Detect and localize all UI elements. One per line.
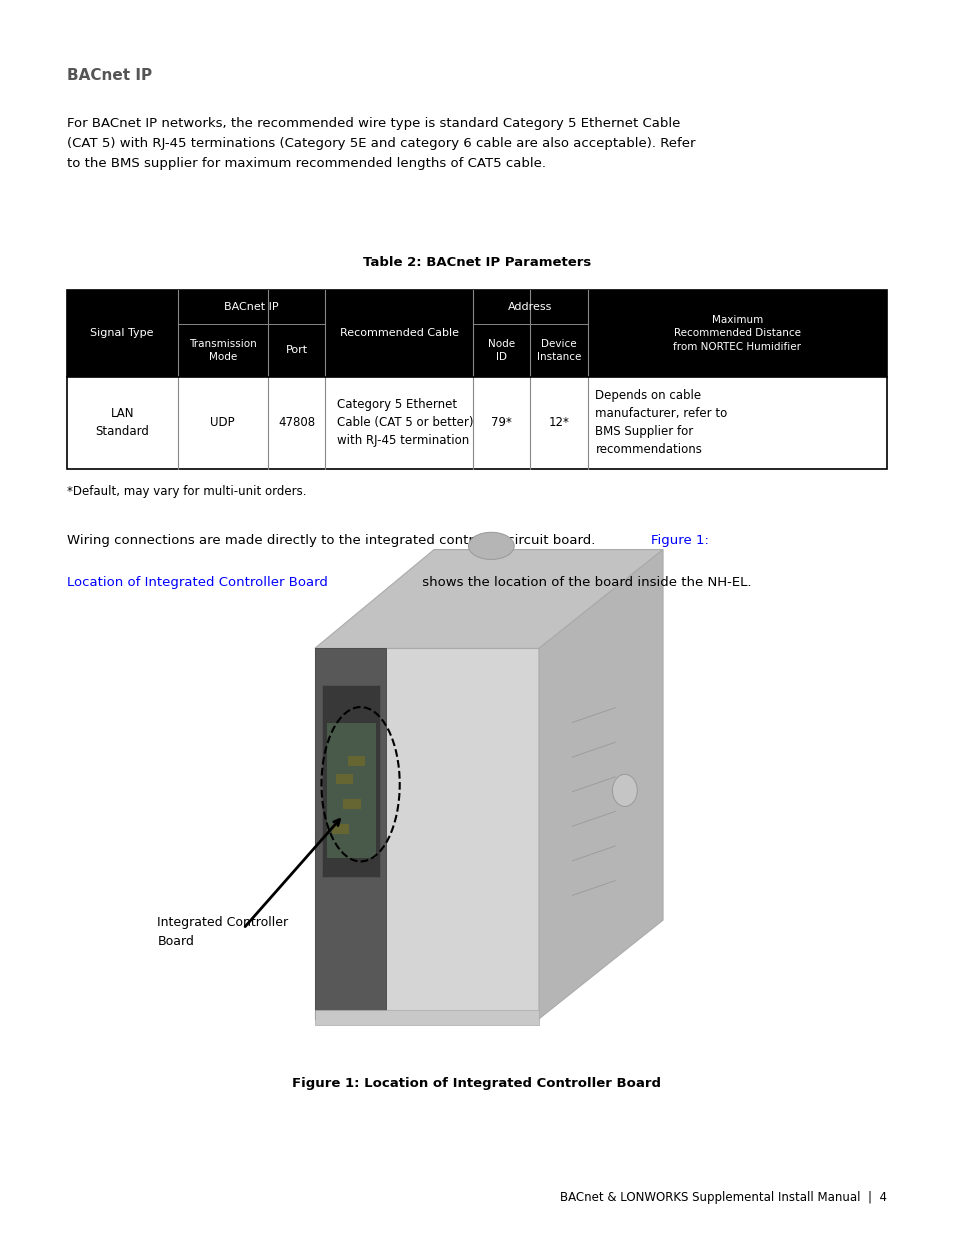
- Text: Device
Instance: Device Instance: [537, 338, 580, 362]
- Text: LAN
Standard: LAN Standard: [95, 408, 149, 438]
- Text: Port: Port: [285, 345, 307, 356]
- Text: Figure 1: Location of Integrated Controller Board: Figure 1: Location of Integrated Control…: [293, 1077, 660, 1091]
- Polygon shape: [314, 648, 538, 1019]
- Text: BACnet IP: BACnet IP: [67, 68, 152, 83]
- Text: Address: Address: [508, 301, 552, 312]
- Polygon shape: [538, 550, 662, 1019]
- Text: 47808: 47808: [277, 416, 314, 430]
- Bar: [332, 824, 349, 834]
- Text: Category 5 Ethernet
Cable (CAT 5 or better)
with RJ-45 termination: Category 5 Ethernet Cable (CAT 5 or bett…: [336, 399, 473, 447]
- Text: shows the location of the board inside the NH-EL.: shows the location of the board inside t…: [417, 576, 751, 589]
- Text: Depends on cable
manufacturer, refer to
BMS Supplier for
recommendations: Depends on cable manufacturer, refer to …: [595, 389, 727, 457]
- Polygon shape: [322, 685, 379, 877]
- Ellipse shape: [468, 532, 514, 559]
- Text: UDP: UDP: [210, 416, 234, 430]
- Bar: [335, 774, 353, 784]
- Text: Integrated Controller
Board: Integrated Controller Board: [157, 916, 288, 948]
- Polygon shape: [314, 550, 662, 648]
- Circle shape: [612, 774, 637, 806]
- Bar: [67, 377, 886, 469]
- Bar: [67, 290, 886, 377]
- Text: Transmission
Mode: Transmission Mode: [189, 338, 256, 362]
- Text: Table 2: BACnet IP Parameters: Table 2: BACnet IP Parameters: [362, 256, 591, 269]
- Text: Signal Type: Signal Type: [91, 329, 153, 338]
- Bar: [343, 799, 360, 809]
- Text: Wiring connections are made directly to the integrated controller circuit board.: Wiring connections are made directly to …: [67, 534, 598, 547]
- Polygon shape: [314, 648, 386, 1019]
- Text: *Default, may vary for multi-unit orders.: *Default, may vary for multi-unit orders…: [67, 485, 306, 499]
- Text: 12*: 12*: [548, 416, 569, 430]
- Polygon shape: [326, 722, 375, 858]
- Bar: [67, 290, 886, 469]
- Text: 79*: 79*: [491, 416, 512, 430]
- Bar: [348, 756, 365, 766]
- Text: BACnet IP: BACnet IP: [224, 301, 278, 312]
- Text: BACnet & LONWORKS Supplemental Install Manual  |  4: BACnet & LONWORKS Supplemental Install M…: [559, 1191, 886, 1204]
- Text: Maximum
Recommended Distance
from NORTEC Humidifier: Maximum Recommended Distance from NORTEC…: [673, 315, 801, 352]
- Bar: [314, 1010, 538, 1025]
- Text: Recommended Cable: Recommended Cable: [339, 329, 458, 338]
- Text: Figure 1:: Figure 1:: [650, 534, 708, 547]
- Text: For BACnet IP networks, the recommended wire type is standard Category 5 Etherne: For BACnet IP networks, the recommended …: [67, 117, 695, 170]
- Text: Node
ID: Node ID: [488, 338, 515, 362]
- Text: Location of Integrated Controller Board: Location of Integrated Controller Board: [67, 576, 327, 589]
